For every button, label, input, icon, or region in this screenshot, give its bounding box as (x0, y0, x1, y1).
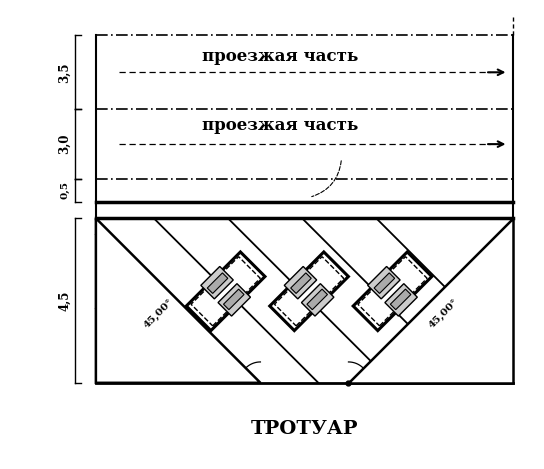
Text: 0,5: 0,5 (60, 182, 69, 199)
Text: 4,5: 4,5 (58, 290, 71, 311)
Polygon shape (290, 273, 311, 294)
Polygon shape (349, 218, 513, 383)
Text: 45,00°: 45,00° (142, 297, 175, 330)
Text: ТРОТУАР: ТРОТУАР (251, 420, 358, 438)
Polygon shape (368, 266, 400, 299)
Text: проезжая часть: проезжая часть (202, 47, 358, 65)
Polygon shape (374, 273, 394, 294)
Text: 3,5: 3,5 (58, 62, 71, 83)
Polygon shape (187, 252, 265, 331)
Polygon shape (218, 284, 250, 316)
Polygon shape (224, 289, 244, 310)
Polygon shape (201, 266, 233, 299)
Polygon shape (385, 284, 417, 316)
Text: 3,0: 3,0 (58, 134, 71, 154)
Text: проезжая часть: проезжая часть (202, 117, 358, 134)
Polygon shape (353, 252, 432, 331)
Polygon shape (307, 289, 327, 310)
Polygon shape (391, 289, 411, 310)
Polygon shape (285, 266, 317, 299)
Polygon shape (301, 284, 334, 316)
Text: 45,00°: 45,00° (427, 297, 460, 330)
Polygon shape (270, 252, 348, 331)
Polygon shape (96, 218, 261, 383)
Polygon shape (207, 273, 228, 294)
